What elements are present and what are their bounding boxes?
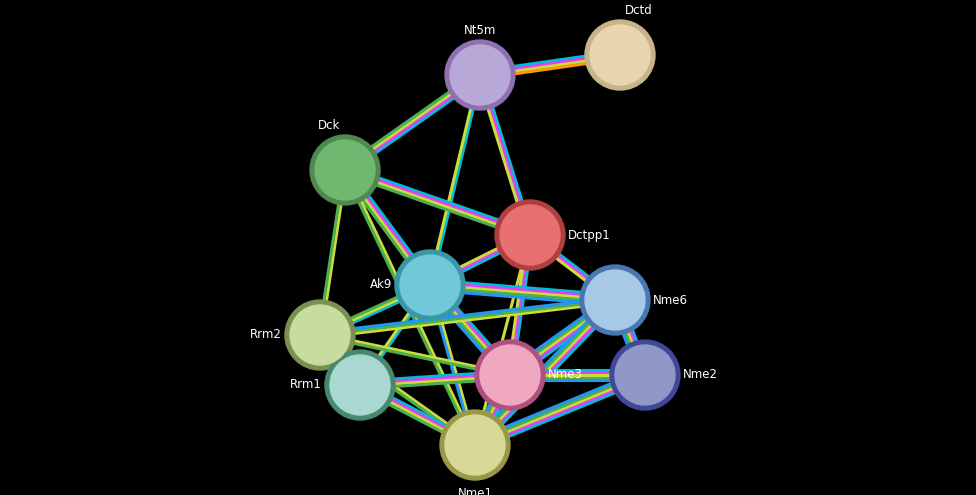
- Circle shape: [450, 45, 510, 105]
- Circle shape: [325, 350, 395, 420]
- Text: Dctd: Dctd: [625, 4, 653, 17]
- Circle shape: [400, 255, 460, 315]
- Text: Rrm2: Rrm2: [250, 329, 282, 342]
- Circle shape: [495, 200, 565, 270]
- Circle shape: [500, 205, 560, 265]
- Text: Rrm1: Rrm1: [290, 379, 322, 392]
- Circle shape: [315, 140, 375, 200]
- Text: Dck: Dck: [317, 119, 340, 132]
- Text: Ak9: Ak9: [370, 279, 392, 292]
- Circle shape: [475, 340, 545, 410]
- Circle shape: [610, 340, 680, 410]
- Text: Nt5m: Nt5m: [464, 24, 496, 37]
- Circle shape: [310, 135, 380, 205]
- Circle shape: [590, 25, 650, 85]
- Circle shape: [480, 345, 540, 405]
- Circle shape: [585, 20, 655, 90]
- Circle shape: [440, 410, 510, 480]
- Text: Nme1: Nme1: [458, 487, 493, 495]
- Circle shape: [285, 300, 355, 370]
- Circle shape: [290, 305, 350, 365]
- Circle shape: [445, 40, 515, 110]
- Circle shape: [445, 415, 505, 475]
- Text: Nme3: Nme3: [548, 368, 583, 382]
- Circle shape: [615, 345, 675, 405]
- Text: Nme2: Nme2: [683, 368, 718, 382]
- Circle shape: [580, 265, 650, 335]
- Circle shape: [330, 355, 390, 415]
- Circle shape: [395, 250, 465, 320]
- Text: Nme6: Nme6: [653, 294, 688, 306]
- Circle shape: [585, 270, 645, 330]
- Text: Dctpp1: Dctpp1: [568, 229, 611, 242]
